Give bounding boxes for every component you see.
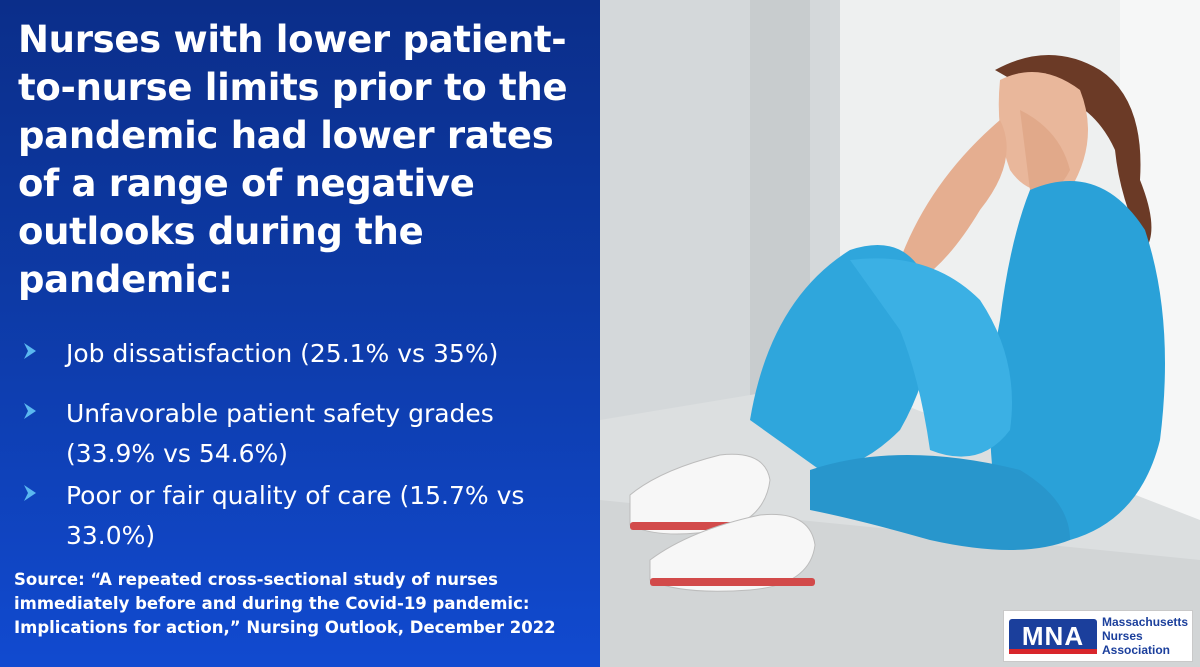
headline-line: of a range of negative bbox=[18, 162, 475, 205]
logo-line: Massachusetts bbox=[1102, 615, 1189, 629]
chevron-right-icon bbox=[24, 343, 36, 359]
headline-line: Nurses with lower patient- bbox=[18, 18, 567, 61]
headline-line: to-nurse limits prior to the bbox=[18, 66, 568, 109]
headline-line: pandemic had lower rates bbox=[18, 114, 554, 157]
source-line: Source: “A repeated cross-sectional stud… bbox=[14, 570, 498, 589]
logo-swoosh bbox=[1009, 649, 1097, 654]
bullet-line: (33.9% vs 54.6%) bbox=[66, 439, 289, 468]
mna-logo-mark: MNA bbox=[1009, 619, 1097, 653]
nurse-photo bbox=[600, 0, 1200, 667]
bullet-line: Poor or fair quality of care (15.7% vs bbox=[66, 481, 525, 510]
chevron-right-icon bbox=[24, 485, 36, 501]
text-panel: Nurses with lower patient- to-nurse limi… bbox=[0, 0, 600, 667]
bullet-text: Unfavorable patient safety grades (33.9%… bbox=[66, 394, 596, 474]
bullet-line: Unfavorable patient safety grades bbox=[66, 399, 494, 428]
logo-name: Massachusetts Nurses Association bbox=[1102, 615, 1190, 657]
nurse-illustration bbox=[600, 0, 1200, 667]
logo-line: Nurses bbox=[1102, 629, 1143, 643]
headline-line: pandemic: bbox=[18, 258, 233, 301]
headline: Nurses with lower patient- to-nurse limi… bbox=[18, 16, 588, 304]
source-citation: Source: “A repeated cross-sectional stud… bbox=[14, 568, 594, 640]
chevron-right-icon bbox=[24, 403, 36, 419]
bullet-text: Poor or fair quality of care (15.7% vs 3… bbox=[66, 476, 596, 556]
mna-logo: MNA Massachusetts Nurses Association bbox=[1003, 610, 1193, 662]
logo-line: Association bbox=[1102, 643, 1171, 657]
bullet-text: Job dissatisfaction (25.1% vs 35%) bbox=[66, 334, 596, 374]
source-line: immediately before and during the Covid-… bbox=[14, 594, 530, 613]
headline-line: outlooks during the bbox=[18, 210, 424, 253]
bullet-line: Job dissatisfaction (25.1% vs 35%) bbox=[66, 339, 499, 368]
source-line: Implications for action,” Nursing Outloo… bbox=[14, 618, 556, 637]
bullet-line: 33.0%) bbox=[66, 521, 156, 550]
